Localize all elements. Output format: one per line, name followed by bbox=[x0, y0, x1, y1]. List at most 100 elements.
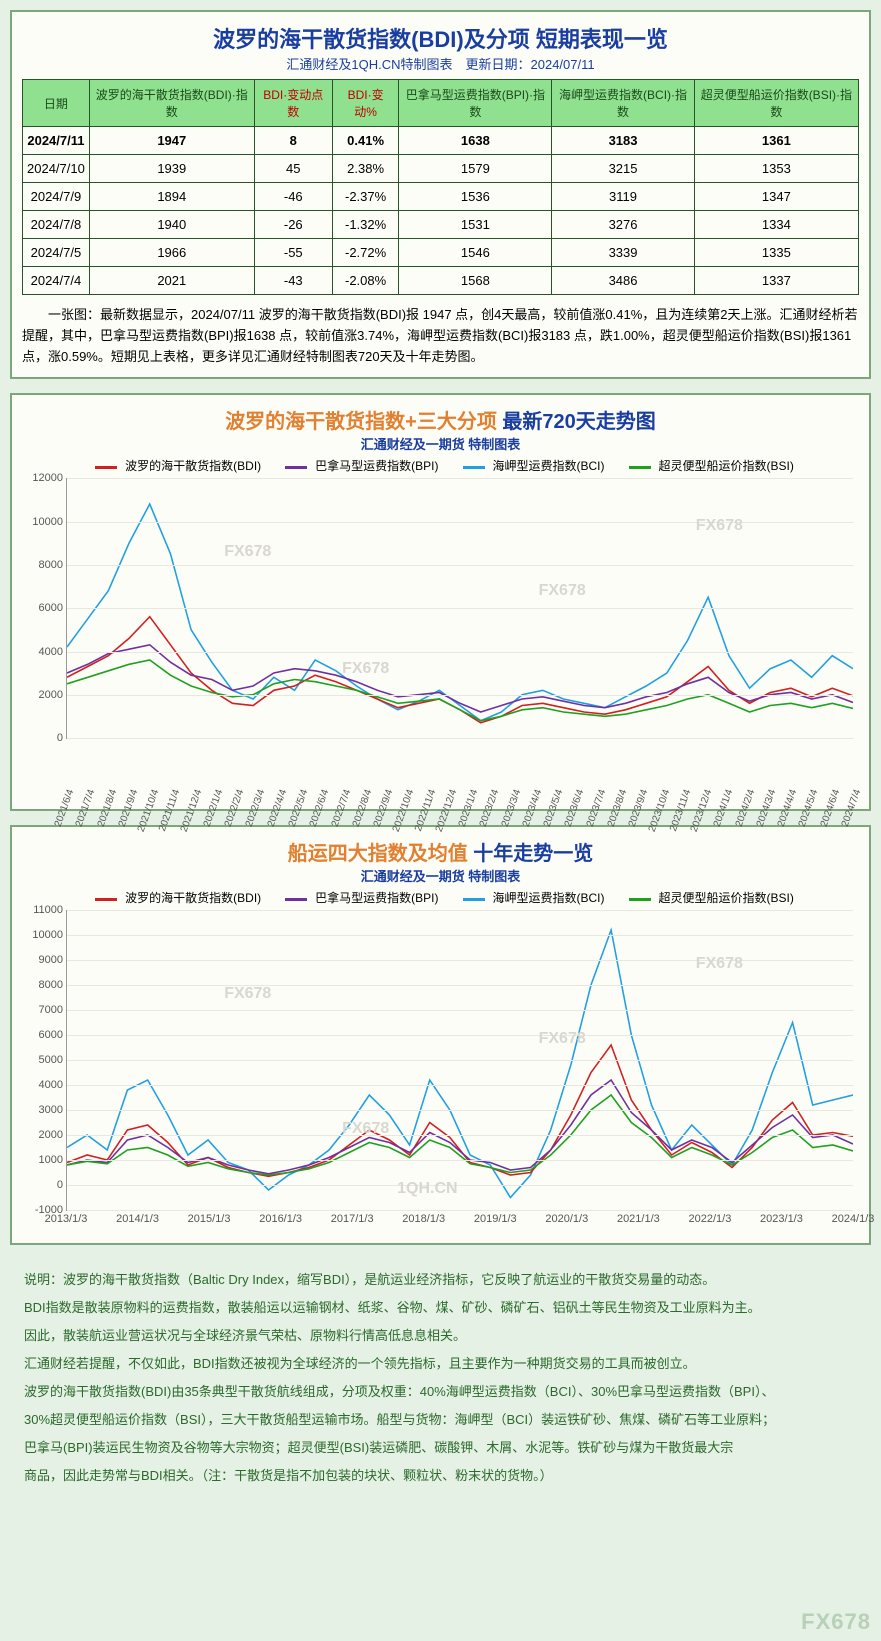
footer-notes: 说明：波罗的海干散货指数（Baltic Dry Index，缩写BDI），是航运… bbox=[10, 1259, 871, 1511]
chart10y-title: 船运四大指数及均值 十年走势一览 bbox=[22, 837, 859, 866]
y-tick-label: 6000 bbox=[23, 602, 63, 614]
x-tick-label: 2024/6/4 bbox=[818, 788, 842, 828]
chart10y-area: -100001000200030004000500060007000800090… bbox=[66, 910, 853, 1211]
y-tick-label: 10000 bbox=[23, 516, 63, 528]
y-tick-label: 2000 bbox=[23, 1129, 63, 1141]
table-header: 超灵便型船运价指数(BSI)·指数 bbox=[694, 80, 858, 127]
y-tick-label: 6000 bbox=[23, 1029, 63, 1041]
x-tick-label: 2022/8/4 bbox=[350, 788, 374, 828]
y-tick-label: 10000 bbox=[23, 929, 63, 941]
chart720-xaxis: 2021/6/42021/7/42021/8/42021/9/42021/10/… bbox=[66, 739, 853, 799]
series-bpi bbox=[67, 645, 853, 712]
y-tick-label: 7000 bbox=[23, 1004, 63, 1016]
y-tick-label: 12000 bbox=[23, 472, 63, 484]
legend-swatch bbox=[95, 466, 117, 469]
x-tick-label: 2023/3/4 bbox=[499, 788, 523, 828]
legend-swatch bbox=[629, 466, 651, 469]
y-tick-label: 11000 bbox=[23, 904, 63, 916]
note-line: 商品，因此走势常与BDI相关。（注：干散货是指不加包装的块状、颗粒状、粉末状的货… bbox=[24, 1463, 857, 1489]
bdi-table: 日期波罗的海干散货指数(BDI)·指数BDI·变动点数BDI·变动%巴拿马型运费… bbox=[22, 79, 859, 295]
panel1-subtitle: 汇通财经及1QH.CN特制图表 更新日期：2024/07/11 bbox=[22, 54, 859, 73]
table-header: 海岬型运费指数(BCI)·指数 bbox=[552, 80, 694, 127]
corner-watermark: FX678 bbox=[801, 1609, 871, 1635]
table-header: 巴拿马型运费指数(BPI)·指数 bbox=[399, 80, 552, 127]
legend-swatch bbox=[463, 466, 485, 469]
y-tick-label: 0 bbox=[23, 1179, 63, 1191]
panel1-description: 一张图：最新数据显示，2024/07/11 波罗的海干散货指数(BDI)报 19… bbox=[22, 305, 859, 367]
x-tick-label: 2022/1/4 bbox=[202, 788, 226, 828]
x-tick-label: 2021/1/3 bbox=[617, 1213, 660, 1225]
x-tick-label: 2021/6/4 bbox=[53, 788, 77, 828]
legend-item: 超灵便型船运价指数(BSI) bbox=[621, 459, 794, 473]
x-tick-label: 2022/6/4 bbox=[308, 788, 332, 828]
chart720-title: 波罗的海干散货指数+三大分项 最新720天走势图 bbox=[22, 405, 859, 434]
x-tick-label: 2021/8/4 bbox=[95, 788, 119, 828]
summary-table-panel: 波罗的海干散货指数(BDI)及分项 短期表现一览 汇通财经及1QH.CN特制图表… bbox=[10, 10, 871, 379]
chart10y-xaxis: 2013/1/32014/1/32015/1/32016/1/32017/1/3… bbox=[66, 1211, 853, 1233]
legend-swatch bbox=[285, 898, 307, 901]
note-line: 30%超灵便型船运价指数（BSI），三大干散货船型运输市场。船型与货物：海岬型（… bbox=[24, 1407, 857, 1433]
y-tick-label: 1000 bbox=[23, 1154, 63, 1166]
panel1-title: 波罗的海干散货指数(BDI)及分项 短期表现一览 bbox=[22, 22, 859, 54]
x-tick-label: 2013/1/3 bbox=[45, 1213, 88, 1225]
y-tick-label: 4000 bbox=[23, 646, 63, 658]
series-bci bbox=[67, 930, 853, 1198]
x-tick-label: 2024/1/4 bbox=[712, 788, 736, 828]
x-tick-label: 2023/1/3 bbox=[760, 1213, 803, 1225]
chart720-area: 020004000600080001000012000FX678FX678FX6… bbox=[66, 478, 853, 739]
note-line: 汇通财经若提醒，不仅如此，BDI指数还被视为全球经济的一个领先指标，且主要作为一… bbox=[24, 1351, 857, 1377]
note-line: 因此，散装航运业营运状况与全球经济景气荣枯、原物料行情高低息息相关。 bbox=[24, 1323, 857, 1349]
x-tick-label: 2022/9/4 bbox=[372, 788, 396, 828]
note-line: 波罗的海干散货指数(BDI)由35条典型干散货航线组成，分项及权重：40%海岬型… bbox=[24, 1379, 857, 1405]
legend-item: 波罗的海干散货指数(BDI) bbox=[87, 891, 261, 905]
y-tick-label: 0 bbox=[23, 732, 63, 744]
x-tick-label: 2022/7/4 bbox=[329, 788, 353, 828]
x-tick-label: 2022/3/4 bbox=[244, 788, 268, 828]
x-tick-label: 2024/3/4 bbox=[755, 788, 779, 828]
x-tick-label: 2022/4/4 bbox=[265, 788, 289, 828]
y-tick-label: 3000 bbox=[23, 1104, 63, 1116]
x-tick-label: 2024/1/3 bbox=[832, 1213, 875, 1225]
x-tick-label: 2023/9/4 bbox=[627, 788, 651, 828]
x-tick-label: 2019/1/3 bbox=[474, 1213, 517, 1225]
x-tick-label: 2023/2/4 bbox=[478, 788, 502, 828]
chart720-subtitle: 汇通财经及一期货 特制图表 bbox=[22, 434, 859, 453]
y-tick-label: 8000 bbox=[23, 979, 63, 991]
x-tick-label: 2023/8/4 bbox=[606, 788, 630, 828]
x-tick-label: 2020/1/3 bbox=[545, 1213, 588, 1225]
legend-item: 海岬型运费指数(BCI) bbox=[455, 459, 605, 473]
x-tick-label: 2017/1/3 bbox=[331, 1213, 374, 1225]
x-tick-label: 2022/2/4 bbox=[223, 788, 247, 828]
legend-item: 巴拿马型运费指数(BPI) bbox=[277, 459, 438, 473]
y-tick-label: 5000 bbox=[23, 1054, 63, 1066]
chart10y-subtitle: 汇通财经及一期货 特制图表 bbox=[22, 866, 859, 885]
note-line: BDI指数是散装原物料的运费指数，散装船运以运输钢材、纸浆、谷物、煤、矿砂、磷矿… bbox=[24, 1295, 857, 1321]
series-bdi bbox=[67, 617, 853, 723]
legend-swatch bbox=[285, 466, 307, 469]
x-tick-label: 2024/7/4 bbox=[840, 788, 864, 828]
table-header: BDI·变动% bbox=[332, 80, 399, 127]
x-tick-label: 2024/5/4 bbox=[797, 788, 821, 828]
note-line: 说明：波罗的海干散货指数（Baltic Dry Index，缩写BDI），是航运… bbox=[24, 1267, 857, 1293]
x-tick-label: 2022/5/4 bbox=[287, 788, 311, 828]
x-tick-label: 2015/1/3 bbox=[188, 1213, 231, 1225]
legend-item: 巴拿马型运费指数(BPI) bbox=[277, 891, 438, 905]
series-bsi bbox=[67, 660, 853, 721]
x-tick-label: 2023/7/4 bbox=[584, 788, 608, 828]
series-bci bbox=[67, 504, 853, 721]
table-row: 2024/7/51966-55-2.72%154633391335 bbox=[23, 239, 859, 267]
x-tick-label: 2021/9/4 bbox=[116, 788, 140, 828]
table-row: 2024/7/81940-26-1.32%153132761334 bbox=[23, 211, 859, 239]
x-tick-label: 2014/1/3 bbox=[116, 1213, 159, 1225]
legend-item: 超灵便型船运价指数(BSI) bbox=[621, 891, 794, 905]
table-header: 日期 bbox=[23, 80, 90, 127]
x-tick-label: 2018/1/3 bbox=[402, 1213, 445, 1225]
note-line: 巴拿马(BPI)装运民生物资及谷物等大宗物资；超灵便型(BSI)装运磷肥、碳酸钾… bbox=[24, 1435, 857, 1461]
x-tick-label: 2016/1/3 bbox=[259, 1213, 302, 1225]
chart720-legend: 波罗的海干散货指数(BDI)巴拿马型运费指数(BPI)海岬型运费指数(BCI)超… bbox=[22, 457, 859, 474]
x-tick-label: 2023/4/4 bbox=[521, 788, 545, 828]
x-tick-label: 2023/1/4 bbox=[457, 788, 481, 828]
chart-720d-panel: 波罗的海干散货指数+三大分项 最新720天走势图 汇通财经及一期货 特制图表 波… bbox=[10, 393, 871, 811]
legend-swatch bbox=[463, 898, 485, 901]
legend-item: 海岬型运费指数(BCI) bbox=[455, 891, 605, 905]
